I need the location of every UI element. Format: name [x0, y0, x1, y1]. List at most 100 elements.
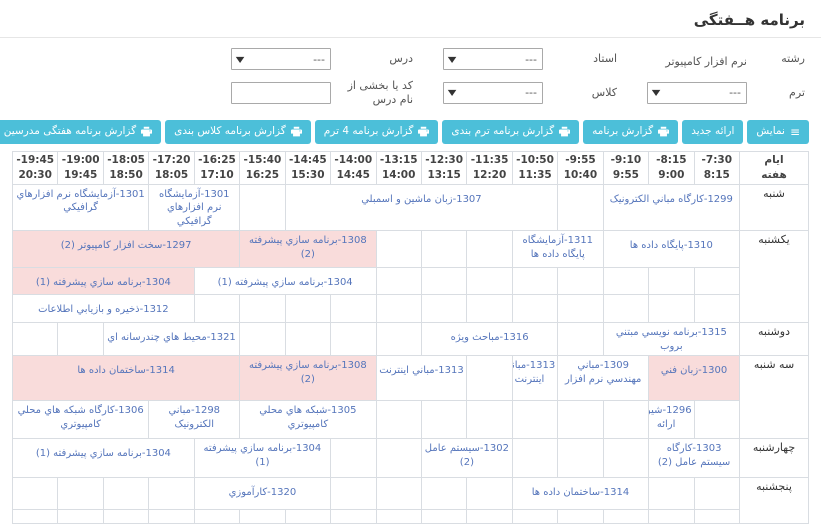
- empty-slot-cell: [558, 268, 603, 295]
- course-cell[interactable]: 1304-برنامه سازي پيشرفته (1): [194, 439, 330, 478]
- empty-slot-cell: [694, 295, 739, 323]
- empty-slot-cell: [421, 231, 466, 268]
- course-cell[interactable]: 1304-برنامه سازي پيشرفته (1): [13, 268, 195, 295]
- empty-slot-cell: [240, 295, 285, 323]
- course-entry[interactable]: 1320-کارآموزي: [229, 485, 297, 500]
- course-cell[interactable]: 1308-برنامه سازي پيشرفته (2): [240, 356, 376, 401]
- course-entry[interactable]: 1307-زبان ماشين و اسمبلي: [361, 192, 481, 207]
- course-entry[interactable]: 1296-شيوه ارائه: [649, 403, 692, 431]
- new-offering-button[interactable]: ارائه جديد: [682, 120, 743, 144]
- course-cell[interactable]: 1297-سخت افزار کامپيوتر (2): [13, 231, 240, 268]
- course-cell[interactable]: 1299-کارگاه مباني الکترونيک: [603, 184, 739, 231]
- course-cell[interactable]: 1304-برنامه سازي پيشرفته (1): [13, 439, 195, 478]
- empty-slot-cell: [467, 510, 512, 524]
- course-cell[interactable]: 1307-زبان ماشين و اسمبلي: [285, 184, 558, 231]
- course-cell[interactable]: 1313-مباني اينترنت: [512, 356, 557, 401]
- course-cell[interactable]: 1309-مباني مهندسي نرم افزار: [558, 356, 649, 401]
- course-cell[interactable]: 1305-شبکه هاي محلي کامپيوتري: [240, 401, 376, 439]
- empty-slot-cell: [285, 295, 330, 323]
- course-cell[interactable]: 1298-مباني الکترونيک: [149, 401, 240, 439]
- course-entry[interactable]: 1304-برنامه سازي پيشرفته (1): [36, 446, 171, 461]
- course-entry[interactable]: 1301-آزمايشگاه نرم افزارهاي گرافيکي: [151, 187, 237, 229]
- course-entry[interactable]: 1303-کارگاه سيستم عامل (2): [651, 441, 737, 469]
- course-cell[interactable]: 1321-محيط هاي چندرسانه اي: [103, 323, 239, 356]
- course-cell[interactable]: 1314-ساختمان داده ها: [13, 356, 240, 401]
- course-entry[interactable]: 1304-برنامه سازي پيشرفته (1): [197, 441, 328, 469]
- four-term-program-report-button[interactable]: گزارش برنامه 4 ترم: [315, 120, 439, 144]
- printer-icon: [418, 126, 429, 137]
- course-cell[interactable]: 1313-مباني اينترنت: [376, 356, 467, 401]
- course-entry[interactable]: 1306-کارگاه شبکه هاي محلي کامپيوتري: [15, 403, 146, 431]
- course-entry[interactable]: 1304-برنامه سازي پيشرفته (1): [218, 275, 353, 290]
- course-cell[interactable]: 1320-کارآموزي: [194, 478, 330, 510]
- empty-slot-cell: [558, 184, 603, 231]
- course-entry[interactable]: 1298-مباني الکترونيک: [151, 403, 237, 431]
- course-cell[interactable]: 1301-آزمايشگاه نرم افزارهاي گرافيکي: [149, 184, 240, 231]
- empty-slot-cell: [376, 478, 421, 510]
- empty-slot-cell: [558, 439, 603, 478]
- chevron-down-icon: ▼: [652, 88, 661, 97]
- course-entry[interactable]: 1304-برنامه سازي پيشرفته (1): [36, 275, 171, 290]
- course-entry[interactable]: 1321-محيط هاي چندرسانه اي: [107, 330, 236, 345]
- empty-slot-cell: [512, 401, 557, 439]
- term-select[interactable]: ---▼: [647, 82, 747, 104]
- empty-slot-cell: [285, 323, 330, 356]
- course-entry[interactable]: 1313-مباني اينترنت: [379, 363, 464, 378]
- course-cell[interactable]: 1310-پايگاه داده ها: [603, 231, 739, 268]
- empty-slot-cell: [376, 323, 421, 356]
- course-entry[interactable]: 1305-شبکه هاي محلي کامپيوتري: [242, 403, 373, 431]
- class-label: کلاس: [543, 86, 617, 100]
- course-entry[interactable]: 1308-برنامه سازي پيشرفته (2): [242, 358, 373, 386]
- course-entry[interactable]: 1315-برنامه نويسي مبتني بروب: [606, 325, 737, 353]
- course-cell[interactable]: 1314-ساختمان داده ها: [512, 478, 648, 510]
- teachers-weekly-report-button[interactable]: گزارش برنامه هفتگی مدرسين: [0, 120, 161, 144]
- course-cell[interactable]: 1306-کارگاه شبکه هاي محلي کامپيوتري: [13, 401, 149, 439]
- course-entry[interactable]: 1299-کارگاه مباني الکترونيک: [610, 192, 733, 207]
- course-cell[interactable]: 1303-کارگاه سيستم عامل (2): [649, 439, 740, 478]
- course-entry[interactable]: 1313-مباني اينترنت: [512, 358, 555, 386]
- class-select[interactable]: ---▼: [443, 82, 543, 104]
- course-cell[interactable]: 1304-برنامه سازي پيشرفته (1): [194, 268, 376, 295]
- empty-slot-cell: [376, 231, 421, 268]
- course-entry[interactable]: 1297-سخت افزار کامپيوتر (2): [61, 238, 192, 253]
- course-entry[interactable]: 1316-مباحث ويژه: [451, 330, 529, 345]
- empty-slot-cell: [467, 231, 512, 268]
- course-entry[interactable]: 1301-آزمايشگاه نرم افزارهاي گرافيکي: [15, 187, 146, 215]
- course-entry[interactable]: 1311-آزمايشگاه پايگاه داده ها: [515, 233, 601, 261]
- course-cell[interactable]: 1311-آزمايشگاه پايگاه داده ها: [512, 231, 603, 268]
- course-entry[interactable]: 1302-سيستم عامل (2): [424, 441, 510, 469]
- empty-slot-cell: [649, 478, 694, 510]
- course-entry[interactable]: 1308-برنامه سازي پيشرفته (2): [242, 233, 373, 261]
- course-code-input[interactable]: [231, 82, 331, 104]
- program-report-button[interactable]: گزارش برنامه: [583, 120, 678, 144]
- course-select[interactable]: ---▼: [231, 48, 331, 70]
- button-label: گزارش برنامه ترم بندی: [451, 126, 554, 137]
- course-entry[interactable]: 1310-پايگاه داده ها: [630, 238, 713, 253]
- empty-slot-cell: [285, 510, 330, 524]
- course-cell[interactable]: 1301-آزمايشگاه نرم افزارهاي گرافيکي: [13, 184, 149, 231]
- course-cell[interactable]: 1308-برنامه سازي پيشرفته (2): [240, 231, 376, 268]
- course-cell[interactable]: 1296-شيوه ارائه: [649, 401, 694, 439]
- course-entry[interactable]: 1309-مباني مهندسي نرم افزار: [560, 358, 646, 386]
- button-label: گزارش برنامه هفتگی مدرسين: [4, 126, 136, 137]
- course-cell[interactable]: 1315-برنامه نويسي مبتني بروب: [603, 323, 739, 356]
- empty-slot-cell: [649, 295, 694, 323]
- course-cell[interactable]: 1316-مباحث ويژه: [421, 323, 557, 356]
- course-entry[interactable]: 1314-ساختمان داده ها: [77, 363, 174, 378]
- course-entry[interactable]: 1300-زبان فني: [661, 363, 727, 378]
- course-cell[interactable]: 1312-ذخيره و بازيابي اطلاعات: [13, 295, 195, 323]
- course-cell[interactable]: 1300-زبان فني: [649, 356, 740, 401]
- instructor-select[interactable]: ---▼: [443, 48, 543, 70]
- course-cell[interactable]: 1302-سيستم عامل (2): [421, 439, 512, 478]
- show-button[interactable]: ≡نمايش: [747, 120, 809, 144]
- course-entry[interactable]: 1312-ذخيره و بازيابي اطلاعات: [38, 302, 169, 317]
- term-program-report-button[interactable]: گزارش برنامه ترم بندی: [442, 120, 579, 144]
- course-entry[interactable]: 1314-ساختمان داده ها: [532, 485, 629, 500]
- class-program-report-button[interactable]: گزارش برنامه کلاس بندی: [165, 120, 311, 144]
